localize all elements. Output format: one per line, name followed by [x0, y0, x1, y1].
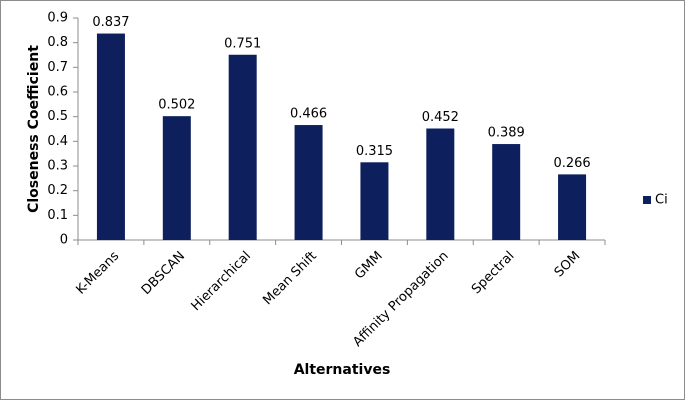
bar	[228, 54, 257, 241]
x-axis-label: Alternatives	[294, 362, 391, 378]
bar	[294, 125, 323, 240]
y-tick-label: 0.9	[47, 11, 68, 26]
y-tick-label: 0.7	[47, 60, 68, 75]
data-label: 0.837	[92, 15, 129, 30]
data-label: 0.751	[224, 36, 261, 51]
y-tick-label: 0.6	[47, 85, 68, 100]
data-label: 0.315	[356, 144, 393, 159]
y-tick-label: 0.5	[47, 109, 68, 124]
y-tick-label: 0.3	[47, 159, 68, 174]
bar	[492, 144, 521, 240]
bar	[96, 33, 125, 240]
data-label: 0.266	[553, 156, 590, 171]
y-tick-label: 0.2	[47, 183, 68, 198]
bar	[360, 162, 389, 240]
data-label: 0.466	[290, 107, 327, 122]
data-label: 0.452	[422, 110, 459, 125]
legend-swatch	[643, 196, 651, 204]
y-tick-label: 0.1	[47, 208, 68, 223]
y-axis-label: Closeness Coefficient	[26, 45, 42, 213]
bar	[426, 128, 455, 240]
legend-label: Ci	[655, 193, 668, 208]
y-tick-label: 0.4	[47, 134, 68, 149]
y-tick-label: 0.8	[47, 35, 68, 50]
data-label: 0.502	[158, 98, 195, 113]
data-label: 0.389	[488, 126, 525, 141]
y-tick-label: 0	[60, 233, 68, 248]
bar	[558, 174, 587, 240]
bar	[162, 116, 191, 240]
